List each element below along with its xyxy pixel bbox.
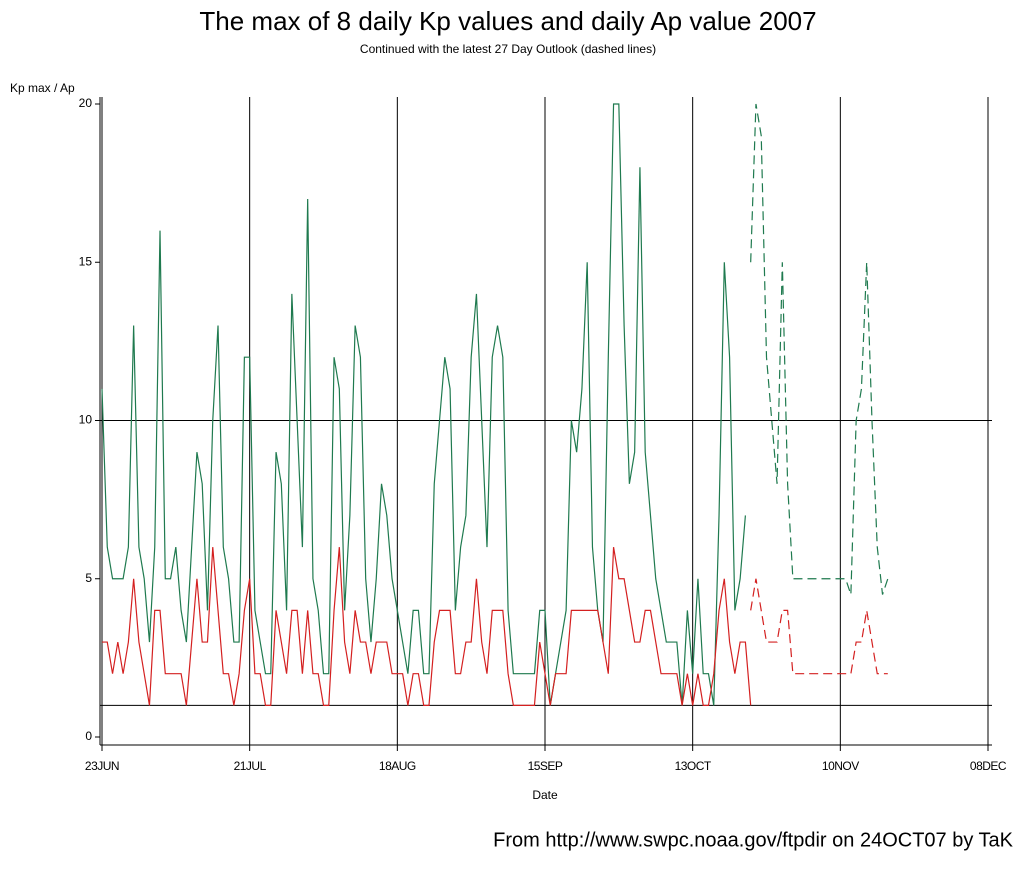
y-tick-label: 15 [79, 254, 93, 268]
data-line [102, 547, 752, 706]
x-tick-label: 10NOV [822, 759, 859, 773]
data-line [101, 103, 746, 706]
x-tick-label: 21JUL [234, 759, 267, 773]
chart-subtitle: Continued with the latest 27 Day Outlook… [360, 42, 656, 56]
y-tick-label: 20 [79, 96, 93, 110]
forecast-line [750, 103, 889, 595]
y-axis-label: Kp max / Ap [10, 81, 75, 95]
x-tick-label: 15SEP [528, 759, 563, 773]
x-tick-label: 13OCT [675, 759, 712, 773]
x-axis-label: Date [532, 788, 558, 802]
y-tick-label: 0 [85, 729, 92, 743]
forecast-line [750, 578, 888, 675]
y-tick-label: 5 [85, 571, 92, 585]
chart-title: The max of 8 daily Kp values and daily A… [199, 6, 816, 36]
x-tick-label: 23JUN [85, 759, 119, 773]
x-tick-label: 18AUG [379, 759, 416, 773]
x-tick-label: 08DEC [970, 759, 1007, 773]
y-tick-label: 10 [79, 413, 93, 427]
footer-note: From http://www.swpc.noaa.gov/ftpdir on … [493, 829, 1014, 851]
